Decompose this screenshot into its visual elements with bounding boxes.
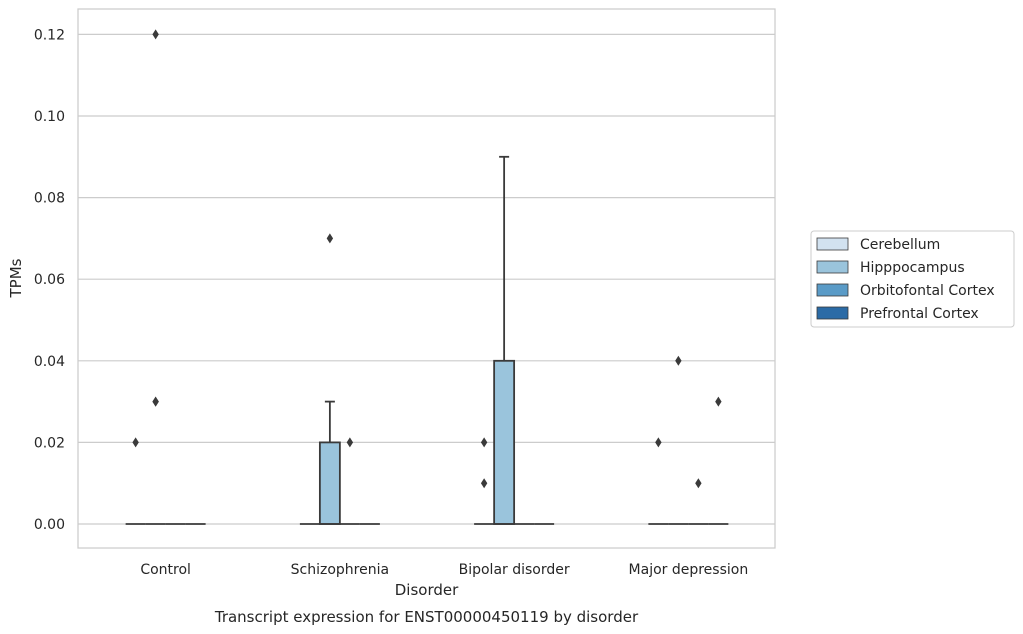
box-hipppocampus [668, 355, 689, 525]
box-body [318, 441, 341, 525]
outlier-point [132, 437, 139, 448]
plot-area-frame [77, 8, 776, 549]
box-hipppocampus [318, 233, 341, 525]
legend-frame [810, 230, 1015, 328]
x-tick-label: Major depression [629, 562, 749, 578]
gridlines [78, 33, 775, 525]
legend-label: Orbitofontal Cortex [860, 283, 995, 299]
legend-label: Hipppocampus [860, 260, 965, 276]
outlier-point [326, 233, 334, 244]
outlier-point [715, 396, 722, 407]
outlier-point [152, 396, 159, 407]
chart-caption: Transcript expression for ENST0000045011… [214, 608, 639, 626]
legend-swatch [816, 260, 849, 274]
outlier-point [480, 437, 488, 448]
legend-swatch [816, 237, 849, 251]
boxes [125, 29, 729, 525]
outlier-point [655, 437, 662, 448]
outlier-point [480, 478, 488, 489]
legend-label: Cerebellum [860, 237, 940, 253]
y-axis-label: TPMs [7, 258, 25, 298]
outlier-point [675, 355, 682, 366]
legend: Cerebellum Hipppocampus Orbitofontal Corte… [810, 230, 1015, 328]
y-tick-label: 0.08 [34, 191, 65, 207]
box-hipppocampus [145, 29, 166, 525]
y-tick-labels: 0.00 0.02 0.04 0.06 0.08 0.10 0.12 [34, 27, 65, 533]
box-body [493, 359, 516, 525]
x-tick-label: Bipolar disorder [459, 562, 570, 578]
y-tick-label: 0.12 [34, 27, 65, 43]
legend-swatch [816, 283, 849, 297]
legend-swatch [816, 306, 849, 320]
box-orbitofontal-cortex [339, 437, 360, 525]
box-cerebellum [474, 437, 495, 525]
outlier-point [346, 437, 354, 448]
box-prefrontal-cortex [708, 396, 729, 525]
outlier-point [695, 478, 702, 489]
legend-label: Prefrontal Cortex [860, 306, 979, 322]
box-hipppocampus [493, 155, 516, 525]
legend-items: Cerebellum Hipppocampus Orbitofontal Corte… [816, 237, 995, 322]
x-tick-labels: Control Schizophrenia Bipolar disorder Majo… [140, 562, 748, 578]
y-tick-label: 0.02 [34, 435, 65, 451]
y-tick-label: 0.06 [34, 272, 65, 288]
box-cerebellum [125, 437, 146, 525]
x-axis-label: Disorder [395, 581, 459, 599]
y-tick-label: 0.00 [34, 517, 65, 533]
y-tick-label: 0.10 [34, 109, 65, 125]
box-orbitofontal-cortex [688, 478, 709, 525]
outlier-point [152, 29, 159, 40]
x-tick-label: Control [140, 562, 191, 578]
x-tick-label: Schizophrenia [291, 562, 389, 578]
box-cerebellum [648, 437, 669, 525]
y-tick-label: 0.04 [34, 354, 65, 370]
